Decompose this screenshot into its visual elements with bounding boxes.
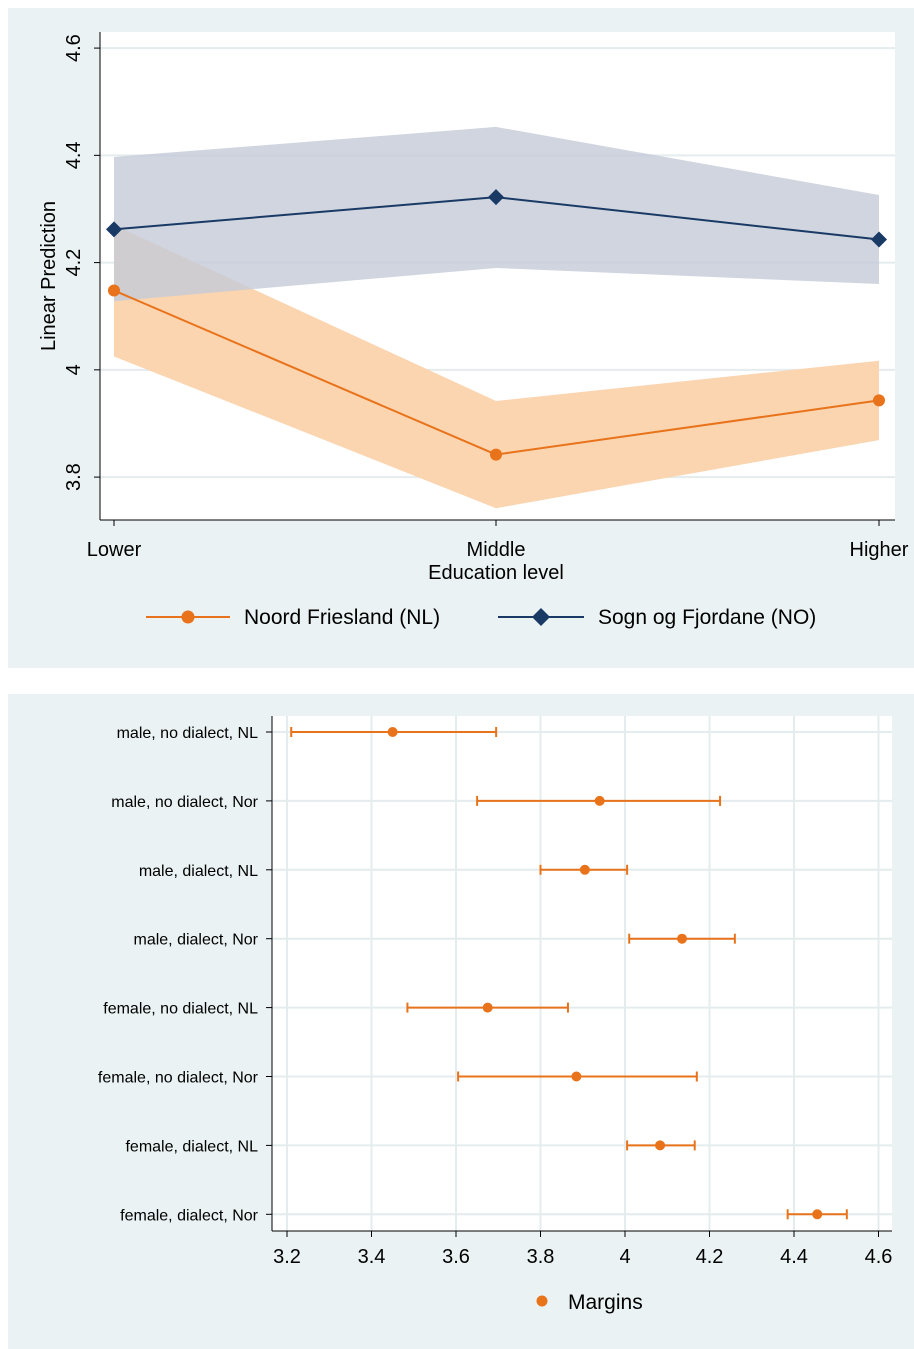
legend-label-margins: Margins	[568, 1291, 643, 1314]
bottom-y-tick-label: female, no dialect, NL	[103, 1001, 258, 1018]
data-point-sogn-og-fjordane	[488, 189, 504, 206]
bottom-y-tick-label: male, dialect, Nor	[134, 932, 259, 949]
bottom-x-tick-label: 3.8	[527, 1246, 555, 1268]
top-series-markers	[106, 189, 887, 461]
top-x-tick-label: Lower	[87, 539, 142, 561]
legend-label-sogn-og-fjordane: Sogn og Fjordane (NO)	[598, 606, 816, 629]
margin-point	[655, 1140, 666, 1151]
margin-point	[594, 795, 605, 806]
bottom-x-tick-label: 3.4	[358, 1246, 386, 1268]
bottom-x-tick-label: 4.4	[780, 1246, 808, 1268]
bottom-legend: Margins	[536, 1291, 643, 1314]
bottom-x-ticks: 3.2 3.4 3.6 3.8 4 4.2 4.4 4.6	[273, 1231, 892, 1268]
margin-point	[677, 933, 688, 944]
margin-point	[812, 1209, 823, 1220]
top-legend: Noord Friesland (NL) Sogn og Fjordane (NO…	[146, 606, 816, 629]
data-point-noord-friesland	[108, 284, 120, 297]
top-y-tick-label: 4.4	[63, 141, 85, 169]
bottom-margin-points	[387, 727, 823, 1220]
margin-point	[579, 864, 590, 875]
bottom-x-tick-label: 3.2	[273, 1246, 301, 1268]
bottom-x-tick-label: 4	[619, 1246, 630, 1268]
confidence-band-sogn-og-fjordane	[114, 126, 879, 302]
top-x-axis-label: Education level	[428, 562, 564, 584]
top-x-tick-label: Middle	[467, 539, 526, 561]
bottom-y-ticks: male, no dialect, NL male, no dialect, No…	[98, 725, 272, 1224]
bottom-x-tick-label: 4.2	[696, 1246, 724, 1268]
top-chart-panel: 3.8 4 4.2 4.4 4.6 Lower Middle Higher Linear P…	[8, 8, 914, 668]
top-y-ticks: 3.8 4 4.2 4.4 4.6	[63, 34, 100, 491]
data-point-noord-friesland	[490, 448, 502, 461]
legend-marker-sogn-og-fjordane	[532, 608, 550, 626]
bottom-x-tick-label: 3.6	[442, 1246, 470, 1268]
legend-marker-noord-friesland	[181, 610, 195, 624]
bottom-y-tick-label: female, dialect, Nor	[120, 1207, 259, 1224]
bottom-y-tick-label: male, no dialect, Nor	[111, 794, 258, 811]
legend-marker-margins	[536, 1295, 548, 1307]
top-y-axis-label: Linear Prediction	[38, 201, 60, 351]
bottom-y-tick-label: male, dialect, NL	[139, 863, 258, 880]
top-confidence-bands	[114, 126, 879, 509]
legend-label-noord-friesland: Noord Friesland (NL)	[244, 606, 440, 629]
confidence-band-noord-friesland	[114, 225, 879, 509]
data-point-noord-friesland	[873, 394, 885, 407]
bottom-plot-area	[272, 716, 892, 1231]
top-y-tick-label: 4.6	[63, 34, 85, 62]
bottom-chart-panel: male, no dialect, NL male, no dialect, No…	[8, 694, 914, 1349]
top-y-tick-label: 3.8	[63, 463, 85, 491]
margin-point	[387, 727, 398, 737]
bottom-y-tick-label: female, dialect, NL	[125, 1138, 258, 1155]
margin-point	[571, 1071, 582, 1082]
data-point-sogn-og-fjordane	[106, 221, 122, 238]
top-y-tick-label: 4.2	[63, 249, 85, 277]
bottom-y-tick-label: female, no dialect, Nor	[98, 1070, 259, 1087]
bottom-y-tick-label: male, no dialect, NL	[117, 725, 259, 742]
margin-point	[482, 1002, 493, 1013]
bottom-x-tick-label: 4.6	[865, 1246, 893, 1268]
top-x-ticks: Lower Middle Higher	[87, 520, 909, 561]
data-point-sogn-og-fjordane	[871, 231, 887, 248]
top-x-tick-label: Higher	[850, 539, 909, 561]
top-y-tick-label: 4	[63, 364, 85, 375]
